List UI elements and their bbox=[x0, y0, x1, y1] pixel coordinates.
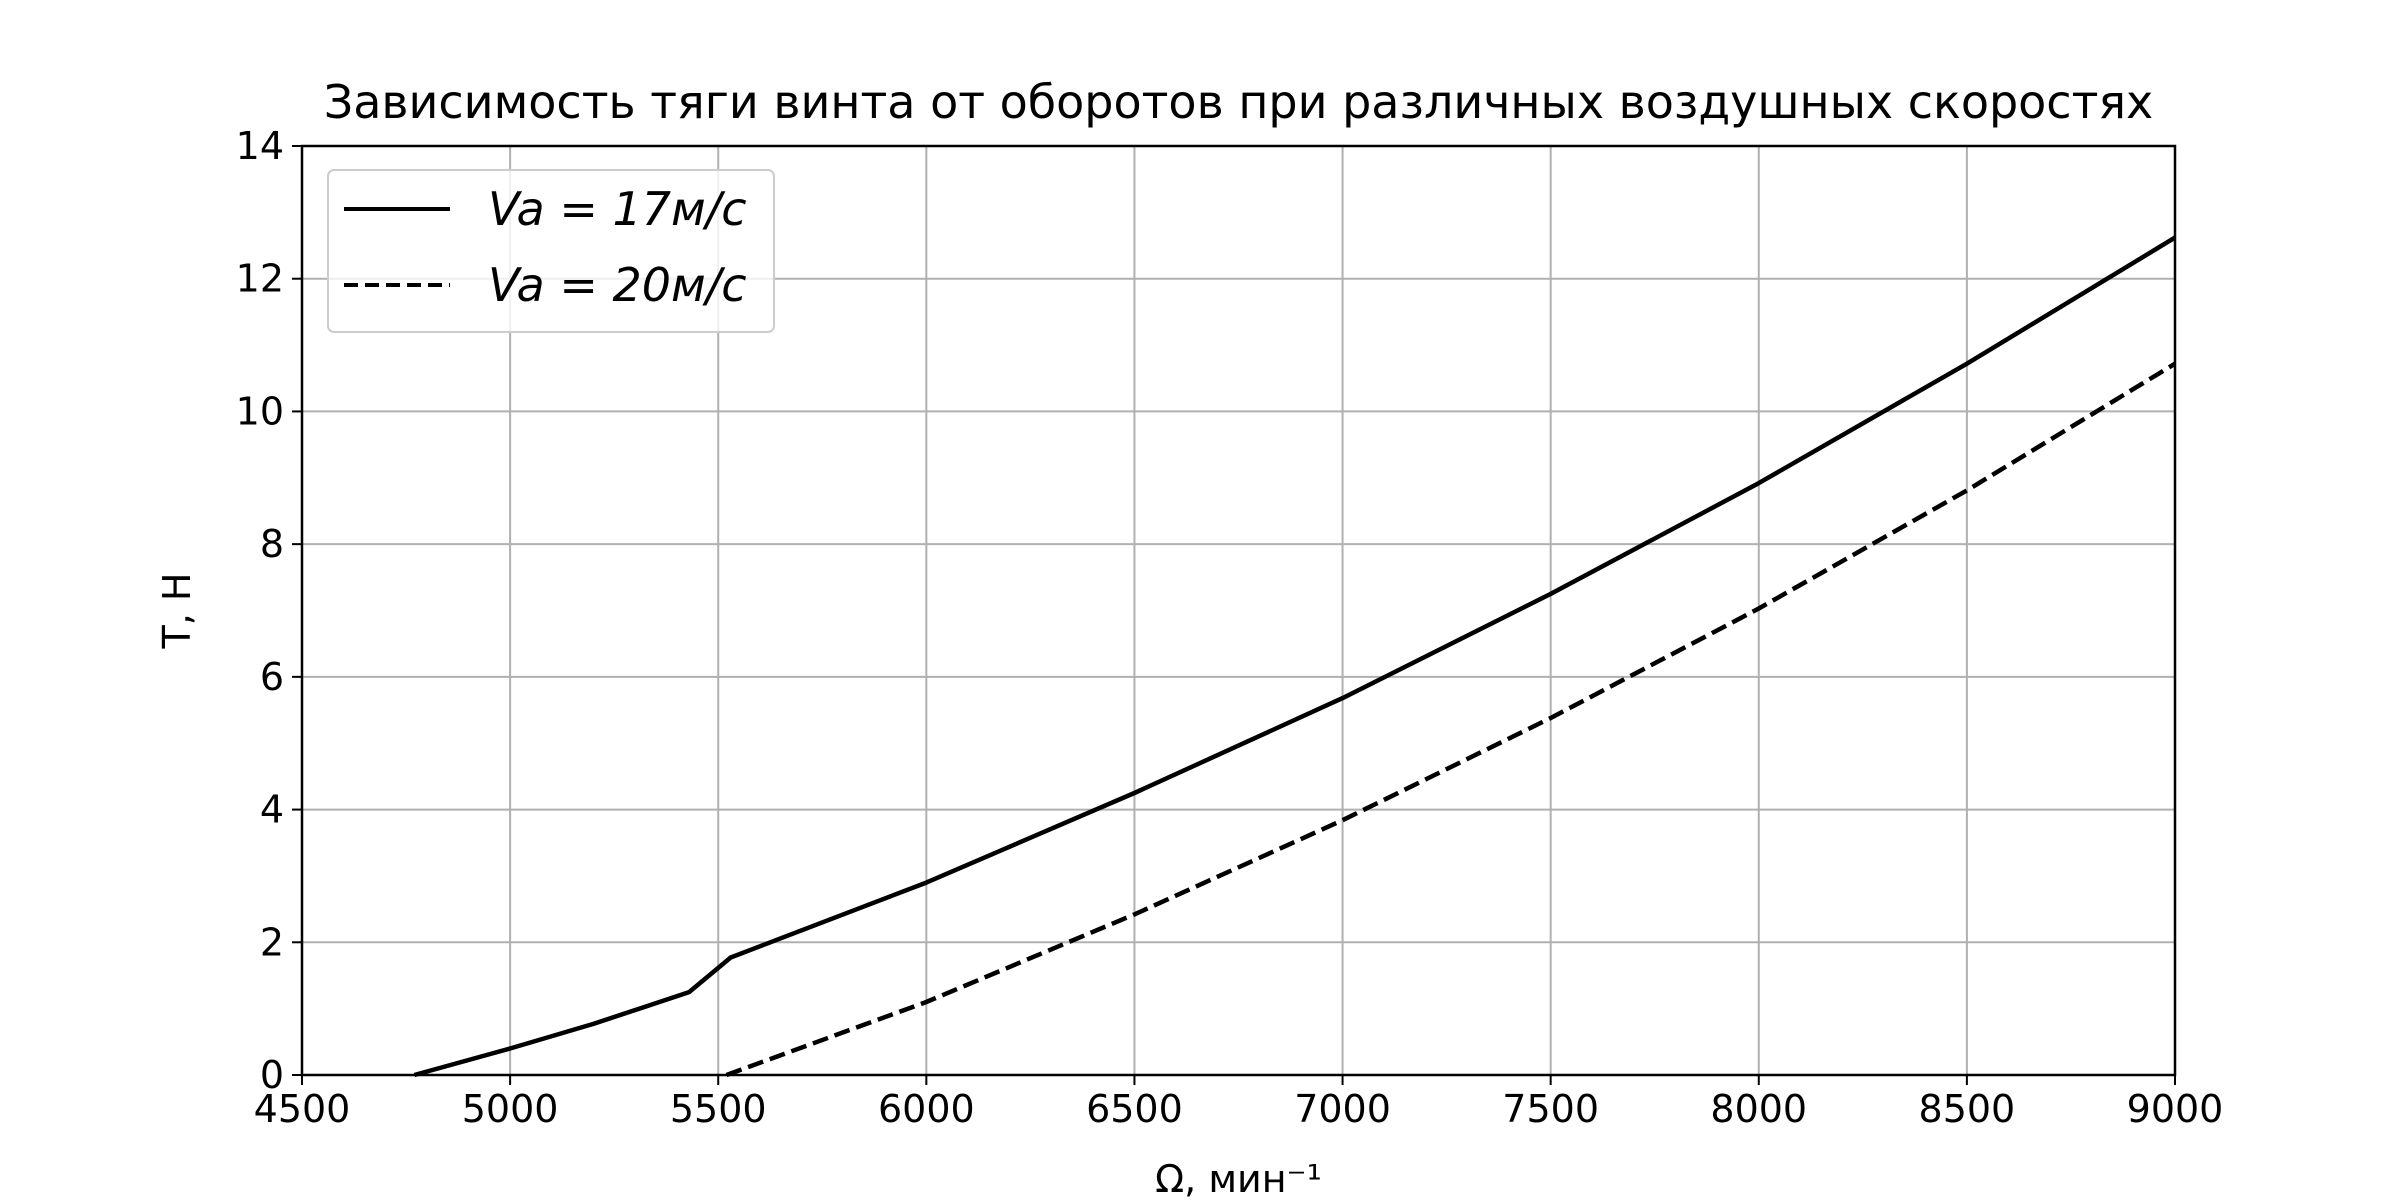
y-tick-label: 4 bbox=[260, 788, 284, 832]
x-axis-label: Ω, мин⁻¹ bbox=[1155, 1157, 1322, 1200]
series-line-0 bbox=[413, 235, 2177, 1078]
y-axis-label: T, Н bbox=[155, 573, 199, 650]
y-tick-label: 14 bbox=[236, 124, 284, 168]
x-tick-label: 9000 bbox=[2127, 1087, 2224, 1131]
chart-title: Зависимость тяги винта от оборотов при р… bbox=[324, 75, 2154, 129]
x-tick-label: 4500 bbox=[254, 1087, 351, 1131]
x-tick-label: 7500 bbox=[1502, 1087, 1599, 1131]
series-lines bbox=[413, 235, 2177, 1078]
legend-label-va-17: Va = 17м/с bbox=[488, 182, 747, 236]
x-tick-label: 8000 bbox=[1710, 1087, 1807, 1131]
legend: Va = 17м/с Va = 20м/с bbox=[327, 169, 775, 333]
y-tick-label: 2 bbox=[260, 920, 284, 964]
x-tick-label: 6000 bbox=[878, 1087, 975, 1131]
plot-area-frame bbox=[300, 144, 2177, 1077]
x-tick-label: 5500 bbox=[670, 1087, 767, 1131]
y-tick-label: 12 bbox=[236, 257, 284, 301]
series-line-1 bbox=[725, 361, 2177, 1078]
y-tick-label: 6 bbox=[260, 655, 284, 699]
legend-label-va-20: Va = 20м/с bbox=[488, 258, 747, 312]
x-tick-label: 6500 bbox=[1086, 1087, 1183, 1131]
x-tick-label: 7000 bbox=[1294, 1087, 1391, 1131]
y-tick-label: 0 bbox=[260, 1053, 284, 1097]
x-tick-label: 8500 bbox=[1919, 1087, 2016, 1131]
y-tick-label: 8 bbox=[260, 522, 284, 566]
y-tick-label: 10 bbox=[236, 389, 284, 433]
x-tick-label: 5000 bbox=[462, 1087, 559, 1131]
axis-ticks: 4500 5000 5500 6000 6500 7000 7500 8000 8500 9000… bbox=[236, 124, 2224, 1131]
